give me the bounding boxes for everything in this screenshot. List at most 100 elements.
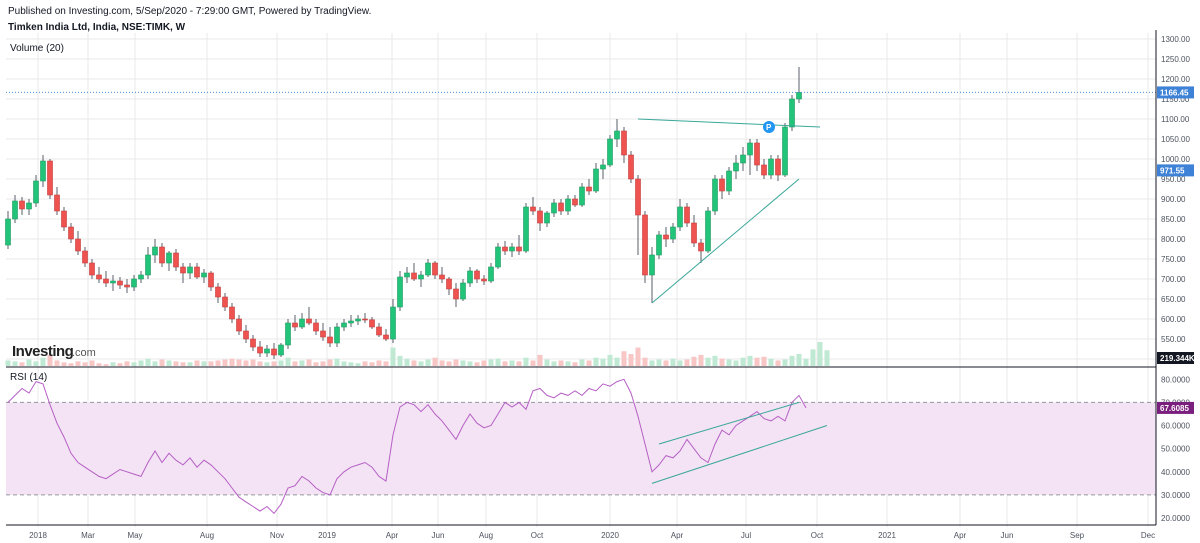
candle: [327, 327, 333, 347]
axes: 2018 Mar May Aug Nov 2019 Apr Jun Aug Oct 2020 Apr J…: [6, 30, 1195, 540]
candle: [565, 195, 571, 215]
volume-bar: [110, 362, 116, 366]
volume-bar: [411, 360, 417, 366]
volume-bar: [131, 362, 137, 366]
candle: [61, 207, 67, 231]
y-tick-label: 1100.00: [1161, 115, 1190, 124]
candle-body: [369, 319, 375, 328]
candle-body: [740, 154, 746, 164]
volume-bar: [12, 361, 18, 366]
candle: [47, 159, 53, 199]
y-tick-label: 550.00: [1161, 335, 1186, 344]
volume-bar: [33, 361, 39, 366]
y-tick-label: 1250.00: [1161, 55, 1190, 64]
candle-body: [782, 126, 788, 176]
rsi-badge-bg: [1157, 401, 1194, 414]
candle-body: [642, 214, 648, 276]
volume-bar: [523, 357, 529, 366]
candle: [341, 319, 347, 331]
volume-bar: [467, 361, 473, 366]
svg-text:P: P: [766, 123, 772, 132]
x-tick-label: Jul: [741, 531, 751, 540]
candle: [5, 211, 11, 249]
candle: [313, 319, 319, 335]
event-marker-icon[interactable]: P: [763, 121, 775, 133]
candle: [516, 235, 522, 255]
candle-body: [12, 200, 18, 220]
candle-body: [761, 164, 767, 176]
candle: [75, 231, 81, 255]
candle-body: [775, 158, 781, 176]
candle-body: [215, 286, 221, 298]
candle: [579, 183, 585, 207]
candle-body: [243, 330, 249, 340]
candle-body: [222, 296, 228, 308]
highlight-price-badge-bg: [1157, 164, 1194, 177]
volume-bar: [712, 355, 718, 366]
x-tick-label: Jun: [1001, 531, 1014, 540]
candle: [166, 251, 172, 271]
candle: [362, 313, 368, 323]
volume-bar: [173, 361, 179, 366]
candle-body: [159, 246, 165, 264]
volume-bar: [530, 360, 536, 366]
volume-badge-text: 219.344K: [1160, 354, 1195, 363]
candle: [89, 259, 95, 279]
volume-bar: [327, 359, 333, 366]
candle-body: [313, 322, 319, 332]
volume-bar: [761, 356, 767, 366]
volume-bar: [488, 359, 494, 366]
candle-body: [166, 252, 172, 264]
volume-bar: [299, 360, 305, 366]
candle-body: [425, 262, 431, 276]
candle: [460, 279, 466, 301]
volume-bar: [614, 357, 620, 366]
candle: [719, 175, 725, 199]
y-tick-label: 800.00: [1161, 235, 1186, 244]
candle: [229, 303, 235, 323]
rsi-band: [6, 401, 1156, 496]
candle: [187, 263, 193, 279]
volume-bar: [803, 358, 809, 366]
candle-body: [432, 262, 438, 276]
candle: [642, 211, 648, 283]
trendlines: [6, 91, 1156, 304]
volume-bar: [656, 359, 662, 366]
candle-body: [453, 288, 459, 300]
candle: [411, 263, 417, 281]
rsi-tick-label: 40.0000: [1161, 468, 1190, 477]
candle: [320, 323, 326, 341]
candle: [159, 243, 165, 267]
volume-bar: [754, 357, 760, 366]
x-tick-label: Apr: [671, 531, 684, 540]
volume-bar: [362, 361, 368, 366]
candle-body: [614, 130, 620, 140]
candle-body: [558, 202, 564, 212]
candle-body: [306, 318, 312, 324]
y-tick-label: 750.00: [1161, 255, 1186, 264]
volume-bar: [264, 362, 270, 366]
volume-bar: [502, 361, 508, 366]
investing-logo: Investing .com: [12, 343, 96, 360]
candle-body: [474, 270, 480, 280]
rsi-badge: 67.6085: [1157, 401, 1194, 414]
volume-bar: [82, 362, 88, 366]
volume-bar: [607, 354, 613, 366]
volume-bar: [369, 362, 375, 366]
candle: [180, 263, 186, 283]
published-caption: Published on Investing.com, 5/Sep/2020 -…: [8, 6, 372, 17]
candle-body: [677, 206, 683, 228]
volume-bar: [593, 357, 599, 366]
candle: [257, 341, 263, 357]
volume-bar: [180, 362, 186, 366]
candle-body: [117, 280, 123, 286]
volume-bar: [257, 361, 263, 366]
volume-bar: [159, 359, 165, 366]
candle-body: [229, 306, 235, 320]
candle: [481, 275, 487, 285]
volume-bar: [54, 360, 60, 366]
candle: [635, 175, 641, 255]
candle-body: [250, 338, 256, 348]
volume-bar: [628, 354, 634, 366]
